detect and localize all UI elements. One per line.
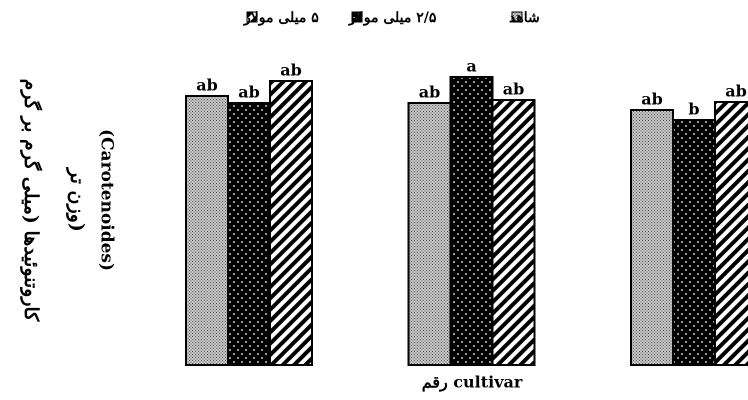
y-axis-label: کاروتنوئیدها (میلی گرم بر گرم وزن تر) (Car… — [20, 79, 117, 323]
bar — [185, 95, 229, 366]
legend-label: ۲/۵ میلی مولار — [348, 10, 437, 26]
bar — [491, 99, 536, 366]
bar-label: ab — [725, 82, 747, 101]
bar-label: a — [466, 57, 476, 76]
legend-swatch — [511, 11, 523, 23]
bar-label: ab — [196, 76, 218, 95]
bar — [714, 101, 748, 366]
bar — [449, 76, 494, 366]
y-axis-label-line: (Carotenoides) — [97, 129, 117, 271]
y-axis-label-line: کاروتنوئیدها (میلی گرم بر گرم — [20, 79, 43, 323]
x-axis-label: رقم cultivar — [422, 373, 523, 393]
legend-label: شاهد — [509, 10, 540, 26]
bar-label: ab — [641, 90, 663, 109]
legend-swatch — [351, 11, 363, 23]
legend-swatch — [246, 11, 258, 23]
bar-label: ab — [503, 80, 525, 99]
y-axis-label-line: وزن تر) — [66, 166, 88, 232]
bar-label: b — [688, 100, 699, 119]
legend-label: ۵ میلی مولار — [243, 10, 319, 26]
bar-label: ab — [419, 83, 441, 102]
bar-label: ab — [280, 61, 302, 80]
bar — [630, 109, 674, 366]
bar — [672, 119, 716, 366]
bar-label: ab — [238, 83, 260, 102]
bar — [407, 102, 452, 366]
bar — [227, 102, 271, 366]
bar — [269, 80, 313, 366]
